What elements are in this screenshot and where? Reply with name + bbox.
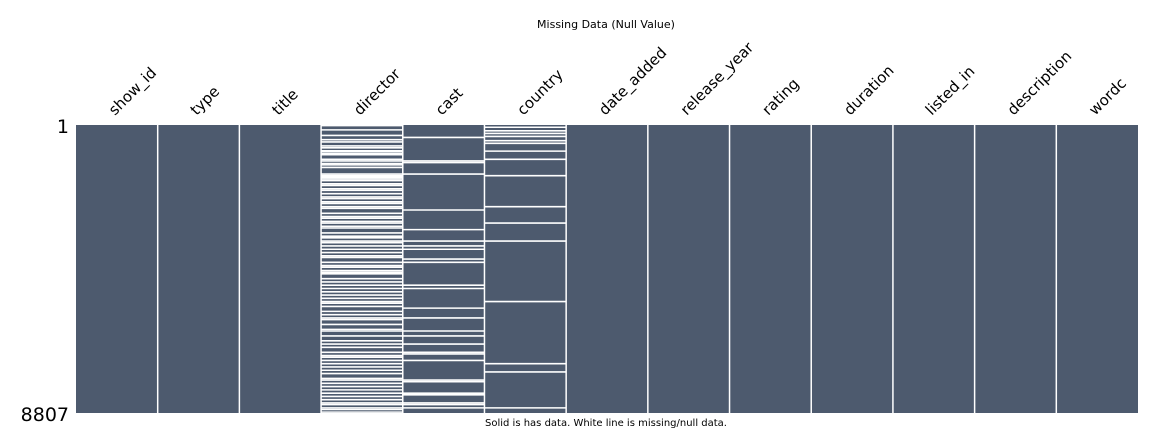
column-label-type: type: [187, 82, 223, 118]
matrix-column-country: [484, 125, 567, 413]
matrix-column-type: [157, 125, 240, 413]
column-label-title: title: [268, 85, 301, 118]
column-label-country: country: [513, 65, 566, 118]
matrix-column-release_year: [647, 125, 730, 413]
column-label-duration: duration: [840, 61, 897, 118]
chart-title: Missing Data (Null Value): [537, 18, 675, 31]
column-label-date_added: date_added: [595, 44, 671, 120]
column-labels: show_id type title director cast country date_…: [105, 38, 1130, 120]
matrix-column-title: [239, 125, 322, 413]
matrix-column-show_id: [76, 125, 158, 413]
matrix-column-director: [321, 125, 403, 413]
column-label-release_year: release_year: [677, 38, 759, 120]
column-label-listed_in: listed_in: [922, 62, 979, 119]
matrix-column-description: [974, 125, 1057, 413]
chart-caption: Solid is has data. White line is missing…: [485, 418, 727, 429]
column-label-wordc: wordc: [1085, 74, 1130, 119]
column-label-description: description: [1004, 47, 1076, 119]
matrix-column-listed_in: [892, 125, 975, 413]
matrix-column-rating: [729, 125, 812, 413]
matrix-column-date_added: [566, 125, 648, 413]
missing-value-lines: [321, 124, 567, 413]
matrix-column-duration: [811, 125, 893, 413]
column-label-show_id: show_id: [105, 64, 161, 120]
matrix-columns: [76, 125, 1138, 413]
row-tick-label-bottom: 8807: [21, 404, 69, 426]
column-label-cast: cast: [432, 84, 467, 119]
matrix-column-wordc: [1056, 125, 1138, 413]
column-separators: [156, 125, 1058, 413]
column-label-rating: rating: [758, 75, 802, 119]
column-label-director: director: [350, 64, 404, 118]
row-tick-label-top: 1: [57, 116, 69, 138]
matrix-column-cast: [402, 125, 485, 413]
